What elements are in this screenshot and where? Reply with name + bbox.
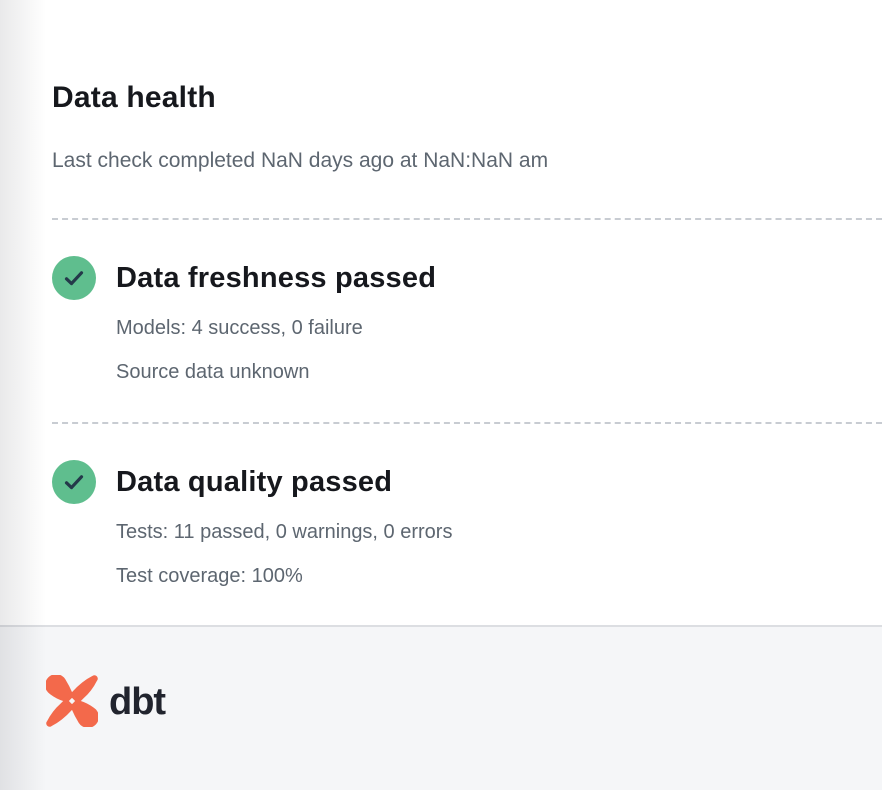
page-title: Data health	[52, 81, 216, 114]
check-section-freshness: Data freshness passed Models: 4 success,…	[52, 255, 882, 384]
section-divider	[52, 421, 882, 424]
dbt-logo[interactable]: dbt	[46, 674, 166, 727]
check-detail-coverage: Test coverage: 100%	[116, 564, 303, 587]
section-divider	[52, 217, 882, 220]
check-body: Data freshness passed Models: 4 success,…	[116, 256, 882, 384]
success-check-badge	[52, 459, 96, 504]
check-title-freshness: Data freshness passed	[116, 261, 437, 294]
check-icon	[64, 270, 84, 285]
dbt-wordmark: dbt	[109, 680, 166, 723]
dbt-logo-icon	[46, 674, 98, 727]
check-detail-sources: Source data unknown	[116, 360, 310, 383]
check-icon	[64, 474, 84, 489]
success-check-badge	[52, 255, 96, 300]
check-body: Data quality passed Tests: 11 passed, 0 …	[116, 460, 882, 588]
last-check-subtitle: Last check completed NaN days ago at NaN…	[52, 148, 549, 172]
data-health-content: Data health Last check completed NaN day…	[52, 81, 882, 588]
footer: dbt	[0, 625, 882, 790]
check-detail-tests: Tests: 11 passed, 0 warnings, 0 errors	[116, 520, 453, 543]
check-detail-models: Models: 4 success, 0 failure	[116, 316, 363, 339]
check-title-quality: Data quality passed	[116, 465, 393, 498]
check-section-quality: Data quality passed Tests: 11 passed, 0 …	[52, 459, 882, 588]
